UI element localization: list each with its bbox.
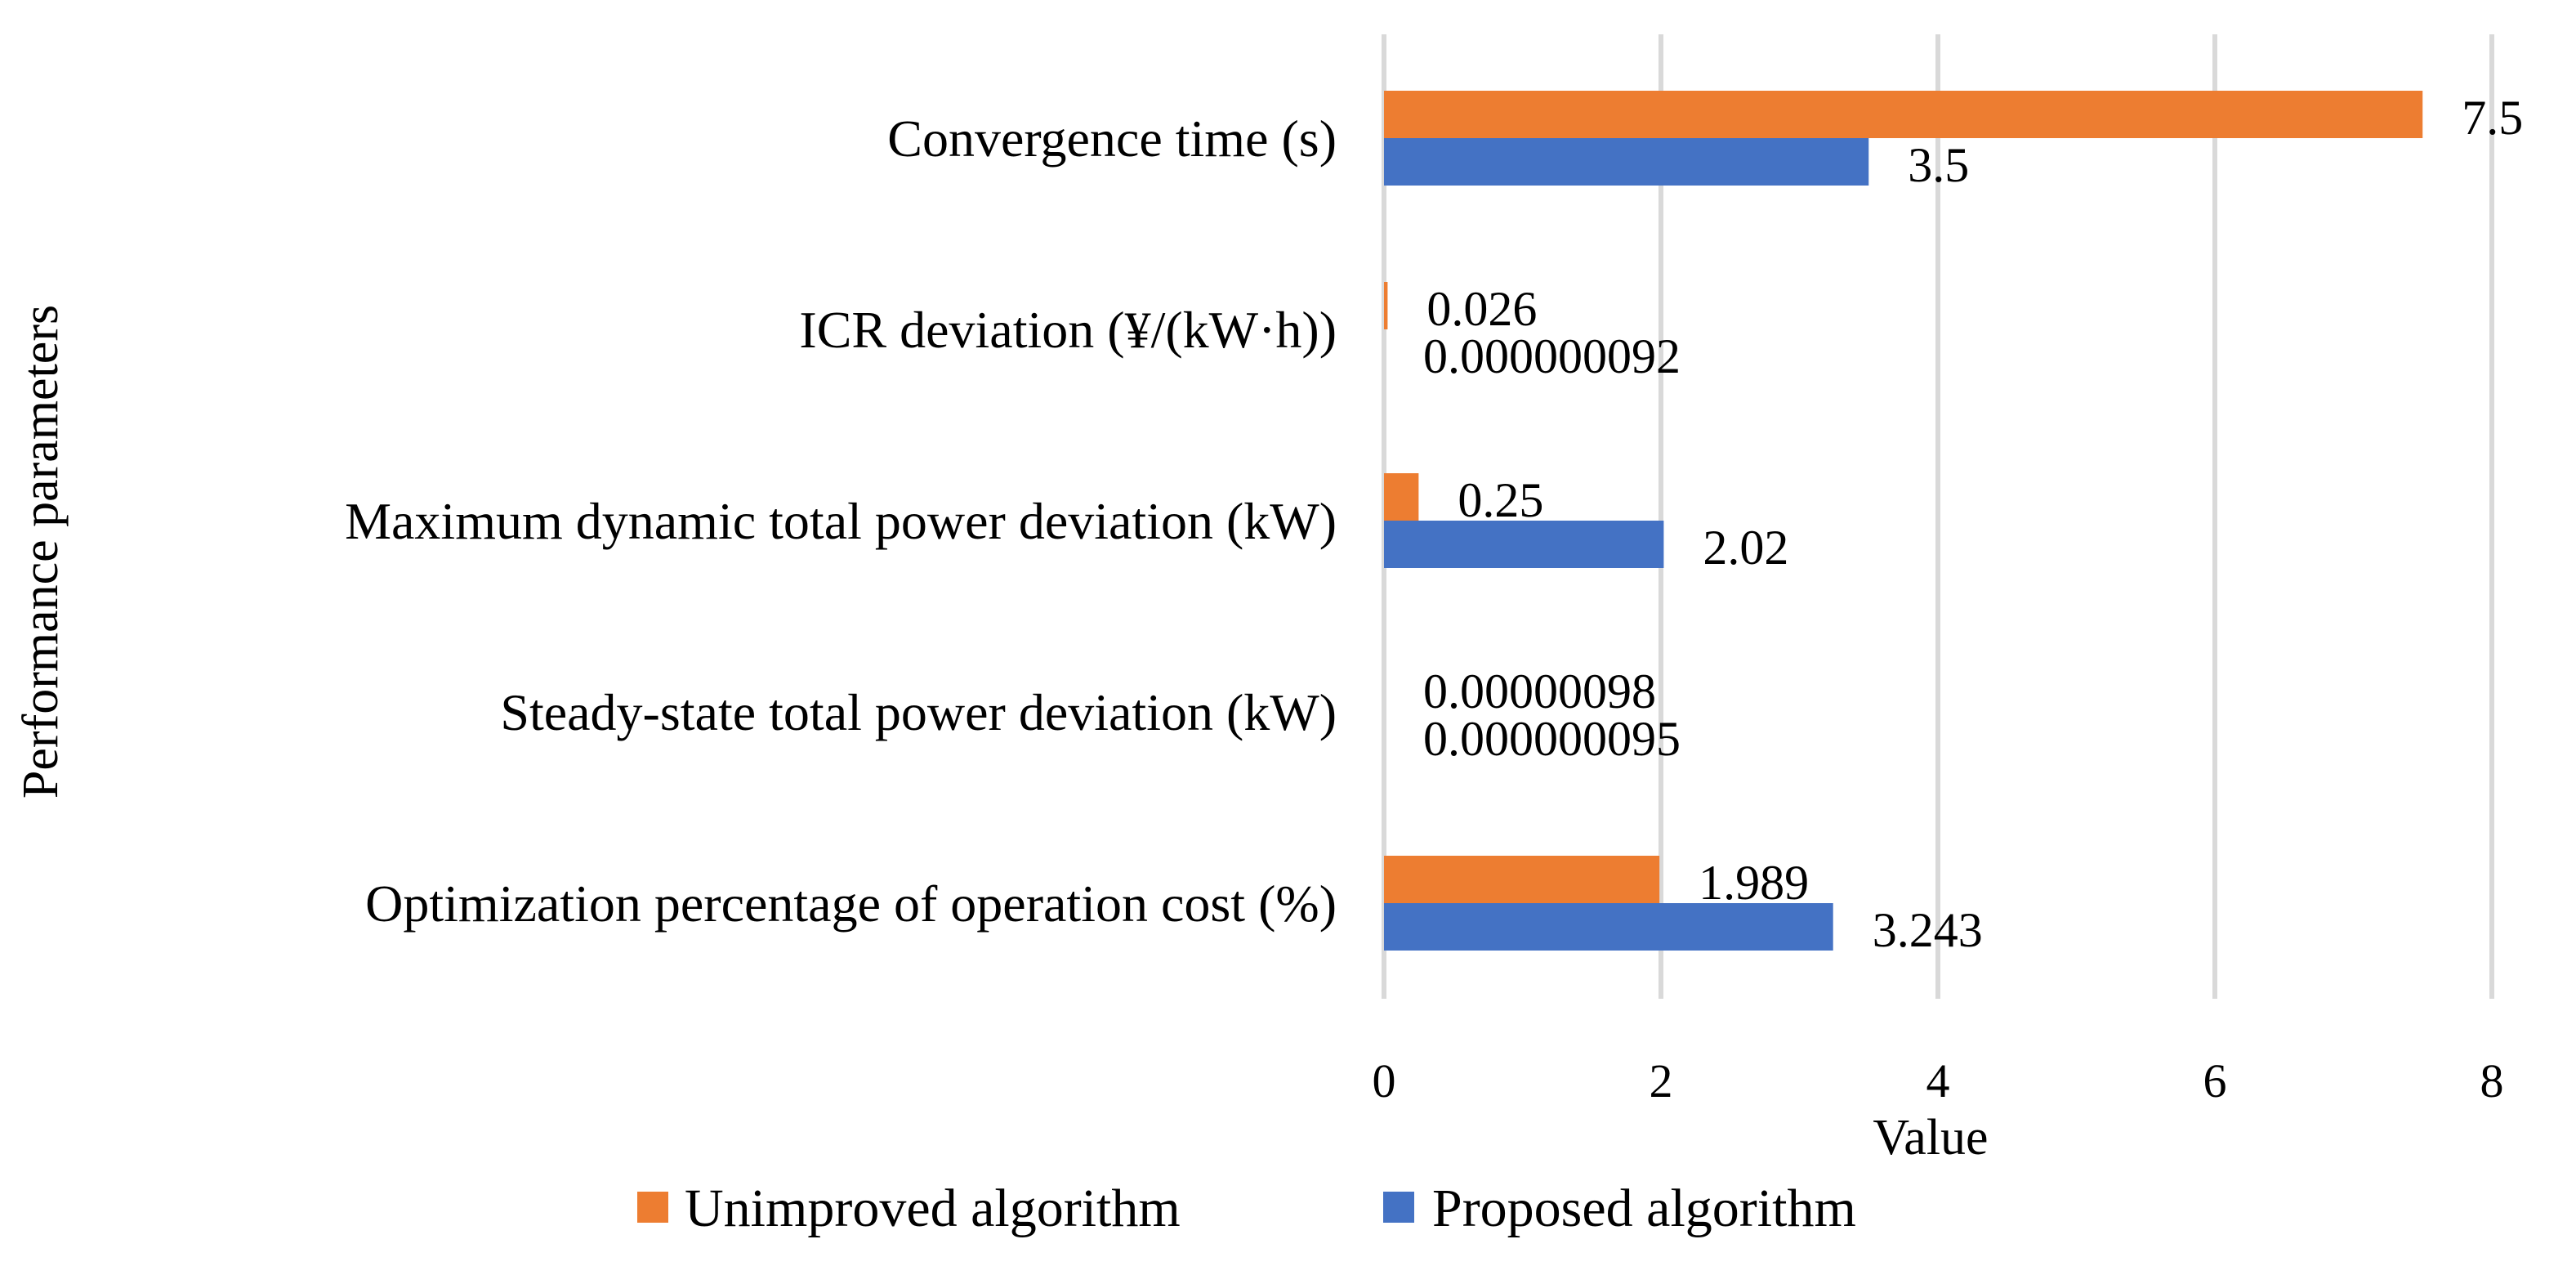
category-label-max-dynamic-power-deviation: Maximum dynamic total power deviation (k… [345,492,1337,550]
gridlines [1382,34,2494,999]
bar-unimproved-icr-deviation [1384,282,1388,329]
bar-proposed-operation-cost-optimization [1384,903,1833,951]
category-label-icr-deviation: ICR deviation (¥/(kW·h)) [799,301,1337,359]
x-tick-label-6: 6 [2203,1054,2227,1107]
data-label-proposed-operation-cost-optimization: 3.243 [1873,903,1983,957]
category-label-operation-cost-optimization: Optimization percentage of operation cos… [365,875,1337,933]
data-label-unimproved-operation-cost-optimization: 1.989 [1699,856,1809,910]
bar-unimproved-max-dynamic-power-deviation [1384,473,1419,521]
x-tick-labels: 0 2 4 6 8 [1373,1054,2504,1107]
data-label-unimproved-icr-deviation: 0.026 [1426,282,1537,336]
category-labels: Convergence time (s) ICR deviation (¥/(kW… [345,110,1337,933]
legend-label-proposed: Proposed algorithm [1432,1179,1856,1238]
data-label-unimproved-convergence-time: 7.5 [2462,91,2523,145]
legend-label-unimproved: Unimproved algorithm [685,1179,1181,1238]
x-tick-label-0: 0 [1373,1054,1396,1107]
data-label-proposed-steady-state-power-deviation: 0.000000095 [1423,712,1681,766]
x-tick-label-8: 8 [2480,1054,2504,1107]
category-label-convergence-time: Convergence time (s) [887,110,1337,168]
legend-swatch-unimproved [637,1192,668,1223]
data-label-unimproved-max-dynamic-power-deviation: 0.25 [1458,473,1543,527]
data-label-proposed-icr-deviation: 0.000000092 [1423,329,1681,383]
bars [1384,91,2423,951]
x-tick-label-2: 2 [1650,1054,1673,1107]
legend-swatch-proposed [1383,1192,1414,1223]
x-axis-title: Value [1873,1110,1988,1165]
bar-unimproved-convergence-time [1384,91,2423,138]
category-label-steady-state-power-deviation: Steady-state total power deviation (kW) [500,683,1337,741]
bar-unimproved-operation-cost-optimization [1384,856,1660,903]
bar-proposed-max-dynamic-power-deviation [1384,521,1664,568]
y-axis-title: Performance parameters [13,305,69,799]
x-tick-label-4: 4 [1926,1054,1950,1107]
data-label-proposed-max-dynamic-power-deviation: 2.02 [1703,521,1788,575]
legend: Unimproved algorithm Proposed algorithm [637,1179,1856,1238]
data-label-unimproved-steady-state-power-deviation: 0.00000098 [1423,664,1656,718]
data-label-proposed-convergence-time: 3.5 [1908,138,1969,192]
bar-proposed-convergence-time [1384,138,1869,186]
